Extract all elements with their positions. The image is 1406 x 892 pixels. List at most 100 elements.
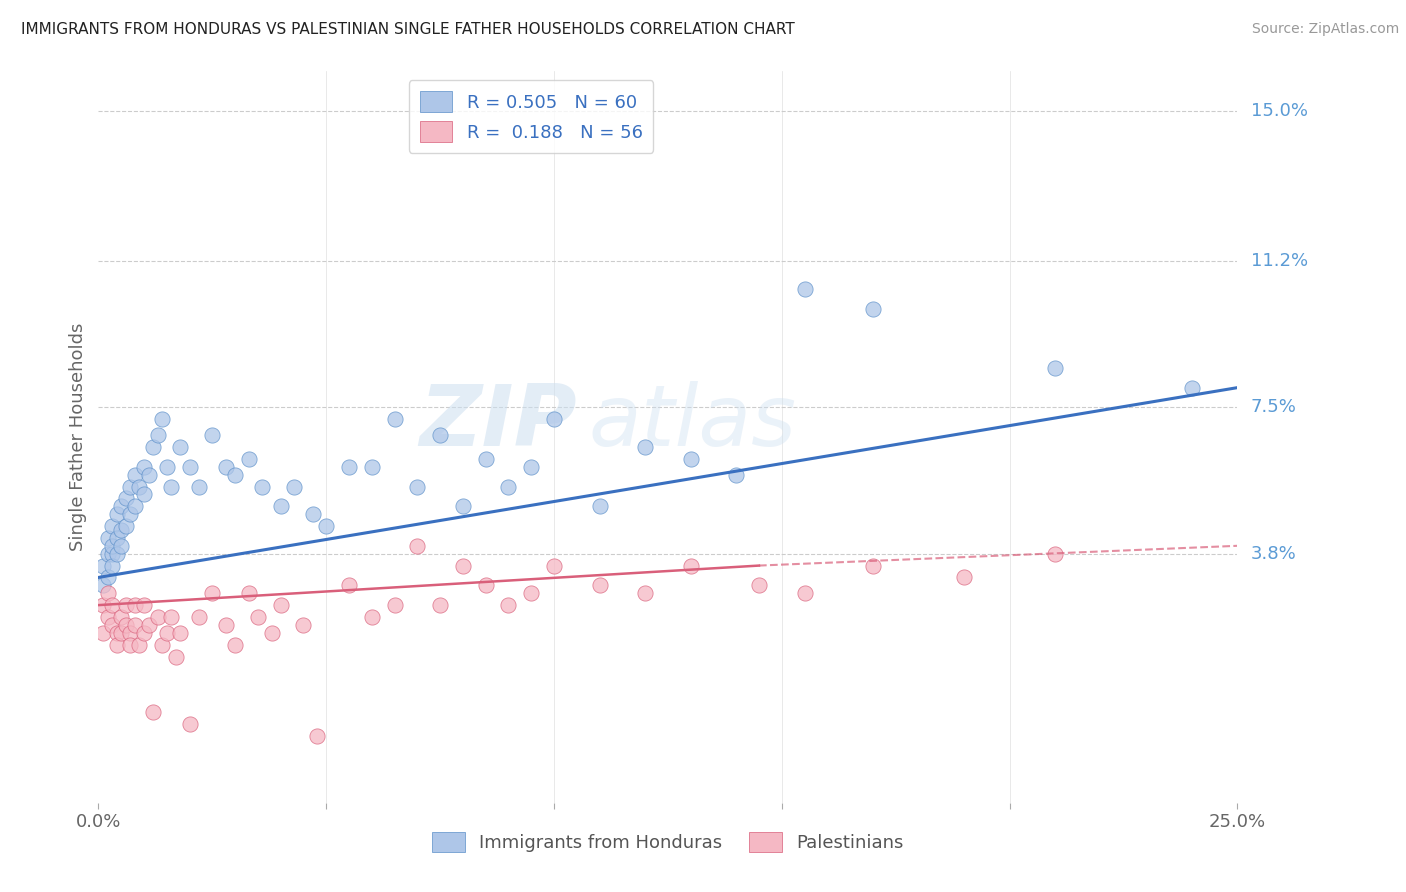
Point	[156, 459, 179, 474]
Point	[120, 507, 142, 521]
Point	[150, 412, 173, 426]
Y-axis label: Single Father Households: Single Father Households	[69, 323, 87, 551]
Point	[146, 428, 169, 442]
Point	[169, 440, 191, 454]
Point	[150, 638, 173, 652]
Point	[498, 598, 520, 612]
Point	[337, 459, 360, 474]
Point	[132, 487, 155, 501]
Point	[679, 558, 702, 573]
Point	[793, 586, 815, 600]
Point	[270, 500, 292, 514]
Point	[96, 610, 118, 624]
Point	[101, 598, 124, 612]
Point	[862, 558, 884, 573]
Point	[142, 705, 165, 719]
Point	[1181, 381, 1204, 395]
Point	[101, 558, 124, 573]
Point	[360, 610, 382, 624]
Point	[169, 625, 191, 640]
Point	[520, 459, 543, 474]
Point	[451, 500, 474, 514]
Point	[429, 598, 451, 612]
Point	[101, 539, 124, 553]
Point	[520, 586, 543, 600]
Point	[124, 500, 146, 514]
Point	[474, 451, 496, 466]
Point	[543, 558, 565, 573]
Point	[238, 586, 260, 600]
Point	[260, 625, 283, 640]
Point	[110, 539, 132, 553]
Point	[101, 547, 124, 561]
Point	[283, 479, 305, 493]
Point	[238, 451, 260, 466]
Point	[91, 625, 114, 640]
Point	[588, 578, 610, 592]
Point	[634, 586, 657, 600]
Point	[793, 282, 815, 296]
Point	[270, 598, 292, 612]
Point	[105, 547, 128, 561]
Point	[474, 578, 496, 592]
Point	[224, 638, 246, 652]
Point	[246, 610, 269, 624]
Point	[120, 479, 142, 493]
Point	[187, 479, 209, 493]
Point	[337, 578, 360, 592]
Text: 3.8%: 3.8%	[1251, 545, 1296, 563]
Point	[110, 523, 132, 537]
Point	[114, 491, 136, 506]
Point	[1043, 547, 1066, 561]
Point	[138, 618, 160, 632]
Point	[101, 618, 124, 632]
Point	[307, 729, 329, 743]
Point	[101, 519, 124, 533]
Point	[165, 649, 187, 664]
Point	[498, 479, 520, 493]
Point	[114, 519, 136, 533]
Point	[1043, 360, 1066, 375]
Text: 11.2%: 11.2%	[1251, 252, 1308, 270]
Point	[679, 451, 702, 466]
Point	[110, 500, 132, 514]
Point	[215, 618, 238, 632]
Point	[201, 586, 224, 600]
Point	[105, 507, 128, 521]
Point	[146, 610, 169, 624]
Point	[187, 610, 209, 624]
Point	[301, 507, 323, 521]
Point	[96, 531, 118, 545]
Point	[132, 598, 155, 612]
Point	[105, 625, 128, 640]
Point	[292, 618, 315, 632]
Text: Source: ZipAtlas.com: Source: ZipAtlas.com	[1251, 22, 1399, 37]
Text: IMMIGRANTS FROM HONDURAS VS PALESTINIAN SINGLE FATHER HOUSEHOLDS CORRELATION CHA: IMMIGRANTS FROM HONDURAS VS PALESTINIAN …	[21, 22, 794, 37]
Point	[96, 586, 118, 600]
Point	[215, 459, 238, 474]
Point	[451, 558, 474, 573]
Point	[406, 479, 429, 493]
Text: 15.0%: 15.0%	[1251, 102, 1308, 120]
Point	[138, 467, 160, 482]
Point	[110, 625, 132, 640]
Point	[128, 638, 150, 652]
Point	[91, 578, 114, 592]
Point	[160, 610, 183, 624]
Point	[406, 539, 429, 553]
Point	[953, 570, 976, 584]
Point	[91, 598, 114, 612]
Point	[252, 479, 274, 493]
Point	[224, 467, 246, 482]
Text: ZIP: ZIP	[419, 381, 576, 464]
Text: 7.5%: 7.5%	[1251, 399, 1296, 417]
Point	[124, 598, 146, 612]
Point	[132, 459, 155, 474]
Point	[179, 716, 201, 731]
Point	[160, 479, 183, 493]
Point	[120, 625, 142, 640]
Point	[862, 301, 884, 316]
Point	[105, 638, 128, 652]
Point	[384, 598, 406, 612]
Point	[132, 625, 155, 640]
